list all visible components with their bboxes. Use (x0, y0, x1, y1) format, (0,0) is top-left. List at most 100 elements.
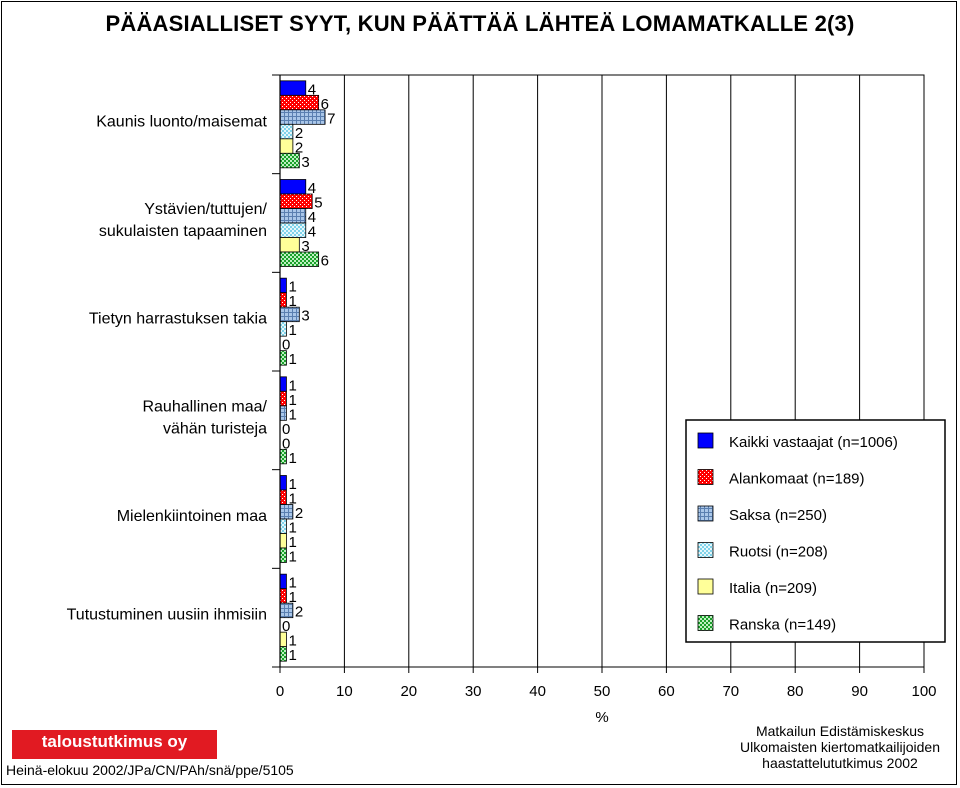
data-label: 2 (295, 125, 303, 142)
data-label: 1 (288, 279, 296, 296)
legend-swatch (697, 505, 714, 522)
data-label: 1 (288, 450, 296, 467)
x-tick-label: 40 (529, 683, 546, 700)
x-tick-label: 70 (722, 683, 739, 700)
data-label: 1 (288, 534, 296, 551)
data-label: 1 (288, 647, 296, 664)
x-tick-label: 80 (787, 683, 804, 700)
x-tick-label: 10 (336, 683, 353, 700)
footer-source-line-3: haastattelututkimus 2002 (762, 755, 918, 771)
bar (279, 109, 326, 125)
category-label: vähän turisteja (163, 420, 267, 437)
x-tick-label: 20 (400, 683, 417, 700)
data-label: 4 (308, 224, 316, 241)
data-label: 3 (301, 308, 309, 325)
bar (279, 533, 287, 549)
category-label: sukulaisten tapaaminen (99, 223, 267, 240)
bar (279, 208, 307, 224)
data-label: 1 (288, 476, 296, 493)
data-label: 1 (288, 351, 296, 368)
x-tick-label: 100 (911, 683, 936, 700)
bar (279, 292, 287, 308)
data-label: 2 (295, 139, 303, 156)
legend-label: Ruotsi (n=208) (729, 544, 828, 561)
legend-label: Ranska (n=149) (729, 617, 836, 634)
bar (279, 237, 300, 253)
legend-box (685, 419, 946, 643)
legend-label: Saksa (n=250) (729, 507, 827, 524)
data-label: 0 (282, 337, 290, 354)
category-label: Kaunis luonto/maisemat (96, 113, 267, 130)
page-title: PÄÄASIALLISET SYYT, KUN PÄÄTTÄÄ LÄHTEÄ L… (105, 11, 855, 36)
bar (279, 518, 287, 534)
bar (279, 475, 287, 491)
footer-source-line-2: Ulkomaisten kiertomatkailijoiden (740, 739, 940, 755)
category-label: Tietyn harrastuksen takia (89, 311, 267, 328)
x-tick-label: 50 (594, 683, 611, 700)
bar (279, 251, 320, 267)
bar (279, 138, 294, 154)
data-label: 0 (282, 435, 290, 452)
data-label: 3 (301, 238, 309, 255)
bar (279, 321, 287, 337)
category-label: Mielenkiintoinen maa (117, 508, 267, 525)
data-label: 4 (308, 209, 316, 226)
data-label: 7 (327, 110, 335, 127)
data-label: 1 (288, 633, 296, 650)
data-label: 1 (288, 392, 296, 409)
legend-swatch (697, 578, 714, 595)
bar (279, 123, 294, 140)
data-label: 4 (308, 180, 316, 197)
data-label: 1 (288, 589, 296, 606)
category-label: Rauhallinen maa/ (142, 398, 267, 415)
data-label: 1 (288, 377, 296, 394)
bar (279, 573, 287, 590)
legend-label: Kaikki vastaajat (n=1006) (729, 434, 898, 451)
bar (279, 547, 287, 563)
data-label: 1 (288, 520, 296, 537)
bar (279, 80, 307, 96)
bar (279, 405, 287, 421)
data-label: 6 (321, 253, 329, 270)
footer-source-line-1: Matkailun Edistämiskeskus (755, 723, 925, 739)
data-label: 2 (295, 505, 303, 522)
data-label: 3 (301, 154, 309, 171)
category-label: Tutustuminen uusiin ihmisiin (67, 607, 267, 624)
bar (279, 376, 287, 392)
legend-swatch (697, 432, 714, 449)
legend-label: Alankomaat (n=189) (729, 471, 865, 488)
footer-reference: Heinä-elokuu 2002/JPa/CN/PAh/snä/ppe/510… (6, 762, 294, 778)
bar (279, 588, 287, 604)
bar (279, 390, 287, 407)
data-label: 4 (308, 81, 316, 98)
category-label: Ystävien/tuttujen/ (144, 201, 267, 218)
logo-text: taloustutkimus oy (41, 732, 188, 751)
x-tick-label: 60 (658, 683, 675, 700)
data-label: 6 (321, 96, 329, 113)
data-label: 0 (282, 618, 290, 635)
legend-swatch (697, 542, 714, 558)
legend-swatch (697, 615, 714, 631)
data-label: 1 (288, 575, 296, 592)
bar (279, 646, 287, 662)
x-tick-label: 90 (851, 683, 868, 700)
x-tick-label: 30 (465, 683, 482, 700)
data-label: 1 (288, 406, 296, 423)
data-label: 2 (295, 604, 303, 621)
legend-swatch (697, 469, 714, 485)
bar (279, 222, 307, 238)
data-label: 1 (288, 549, 296, 566)
taloustutkimus-logo: taloustutkimus oy (12, 730, 217, 759)
bar (279, 179, 307, 195)
bar (279, 277, 287, 294)
legend-label: Italia (n=209) (729, 580, 817, 597)
data-label: 1 (288, 491, 296, 508)
data-label: 0 (282, 421, 290, 438)
data-label: 1 (288, 293, 296, 310)
bar (279, 489, 287, 505)
x-tick-label: 0 (276, 683, 284, 700)
footer-source: Matkailun Edistämiskeskus Ulkomaisten ki… (740, 723, 940, 771)
x-axis-label: % (595, 709, 608, 726)
data-label: 1 (288, 322, 296, 339)
